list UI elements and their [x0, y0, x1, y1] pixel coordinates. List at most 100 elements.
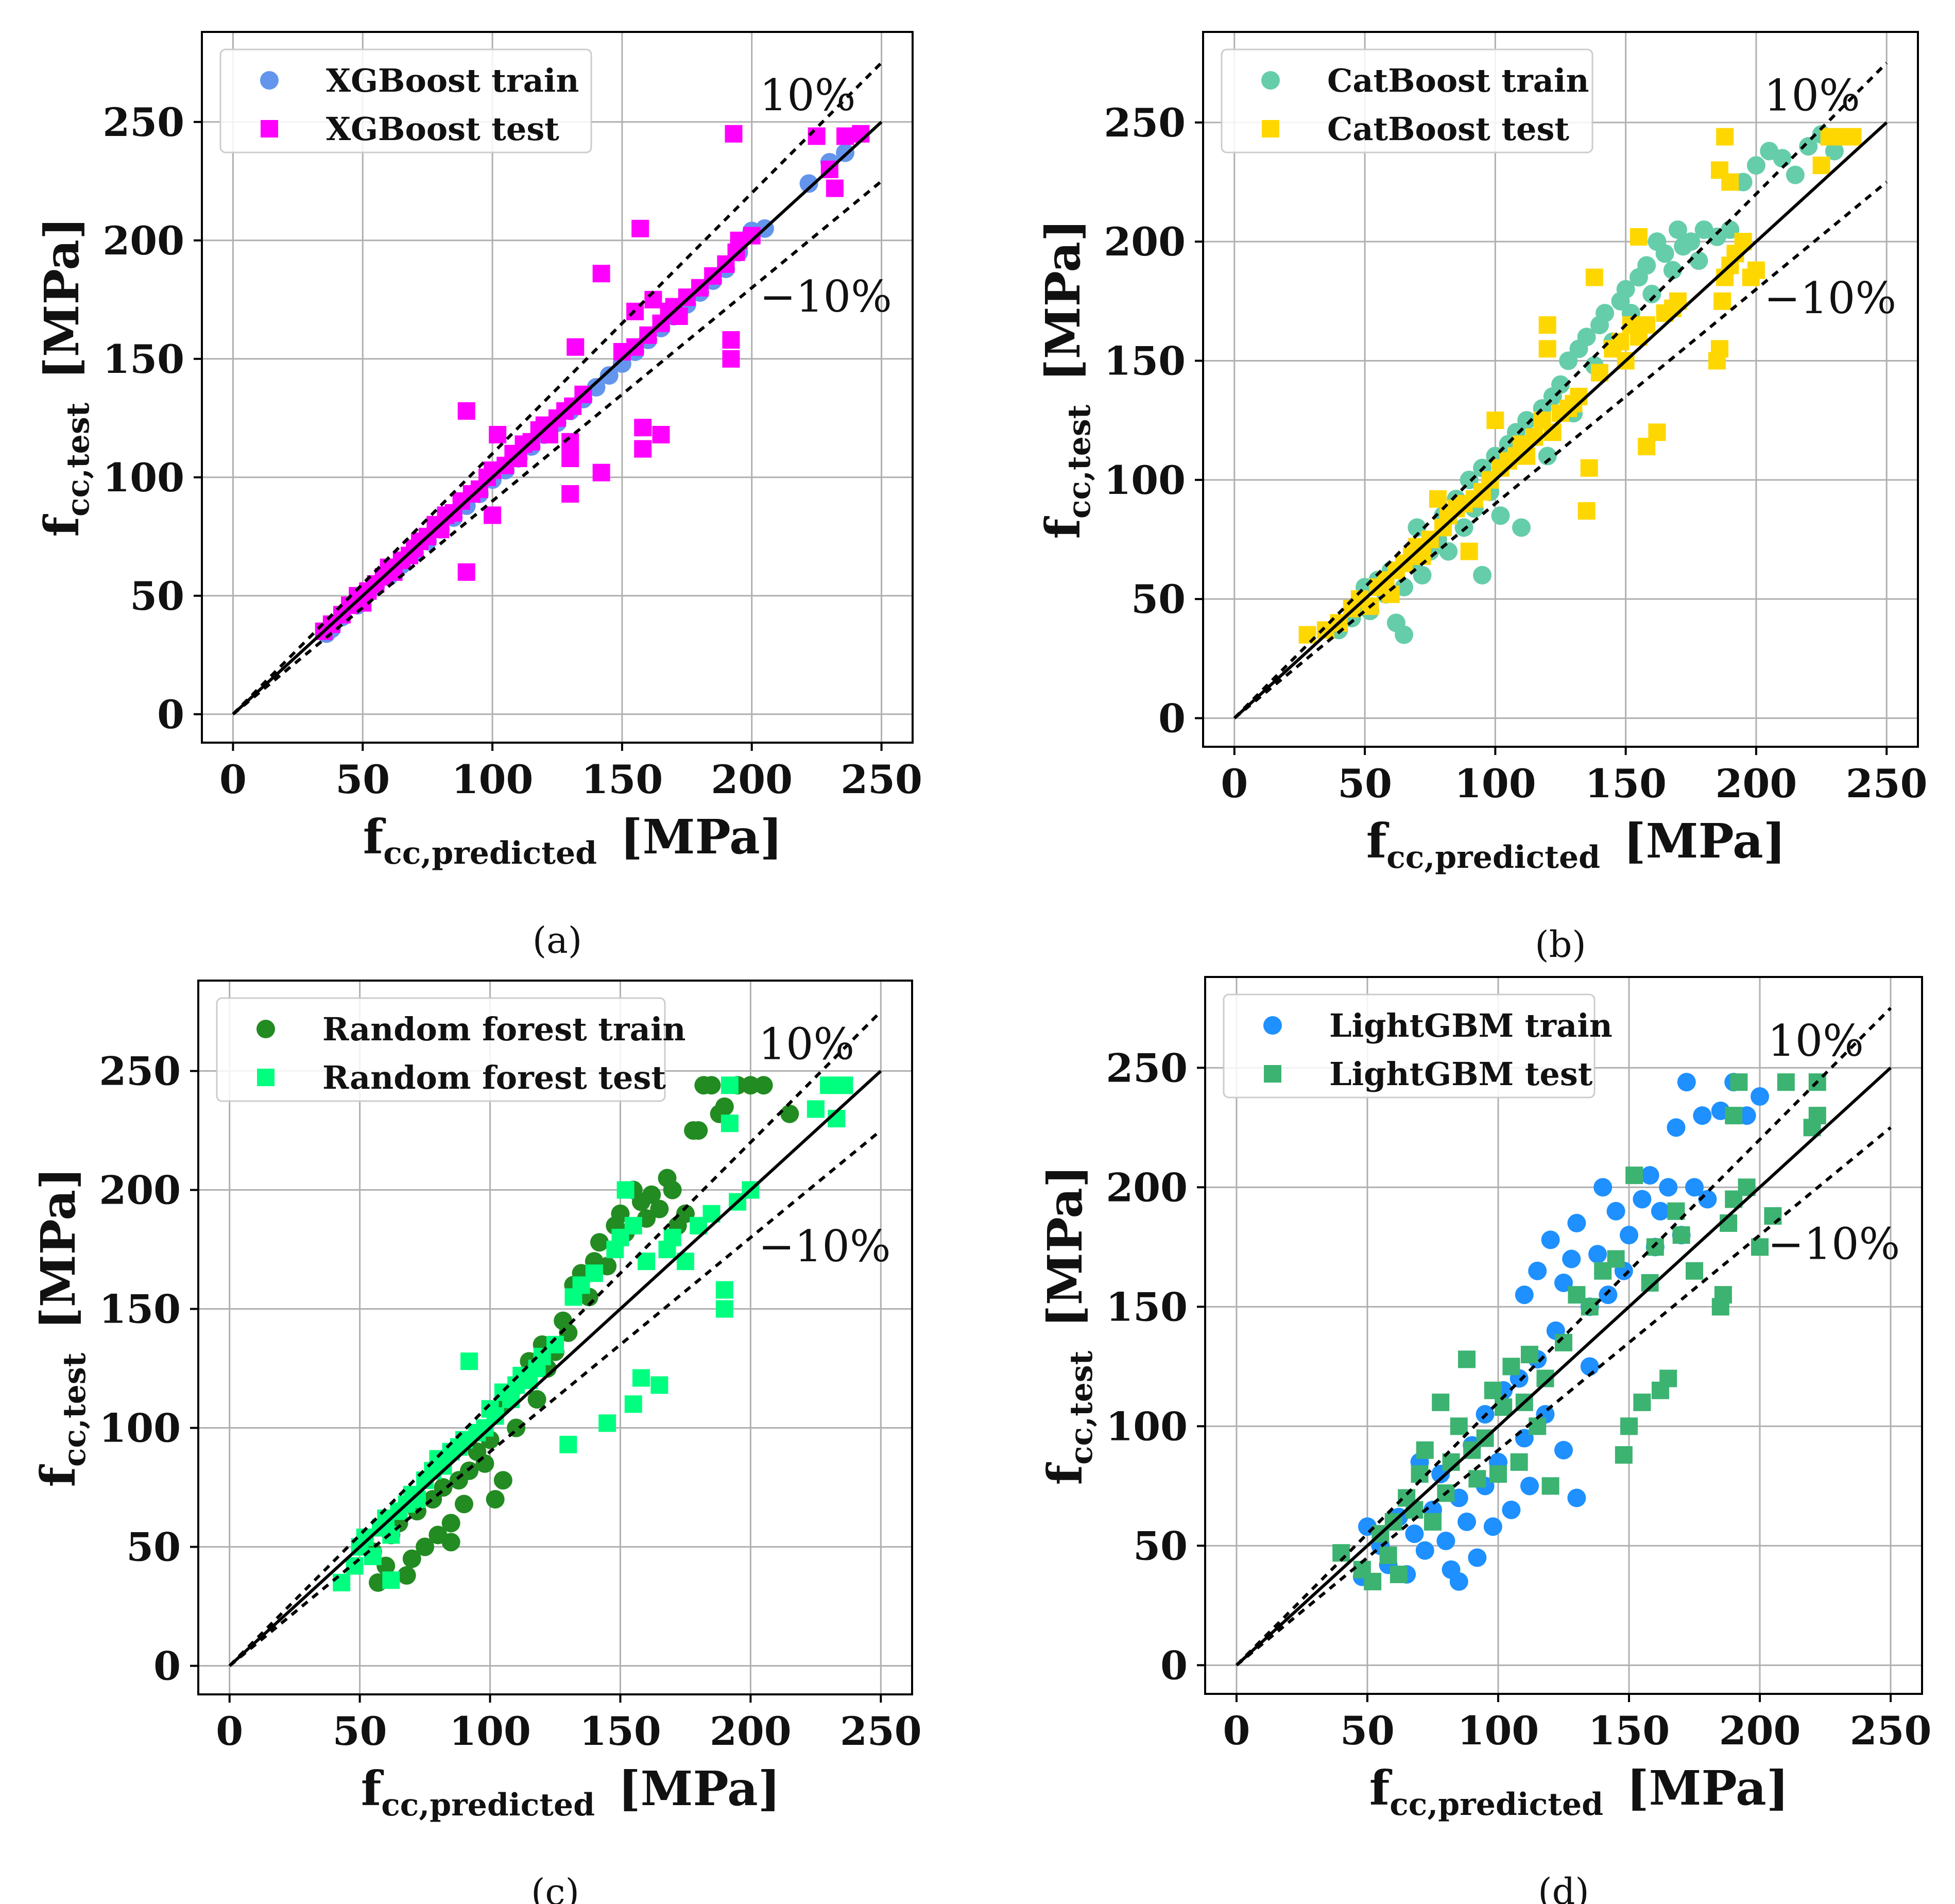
- y-axis-label: fcc,test [MPa]: [1037, 1165, 1100, 1485]
- scatter-point: [1468, 1548, 1487, 1567]
- scatter-square: [1716, 128, 1734, 146]
- scatter-square: [1713, 292, 1731, 310]
- lower-band-label: −10%: [1768, 1219, 1900, 1270]
- legend-marker-circle: [256, 1020, 275, 1038]
- x-axis-unit: [MPa]: [1626, 1760, 1789, 1816]
- scatter-square: [592, 464, 610, 482]
- scatter-point: [1562, 1249, 1581, 1268]
- y-axis-symbol: f: [30, 1464, 86, 1487]
- scatter-square: [561, 450, 579, 467]
- scatter-square: [457, 563, 475, 581]
- x-tick-label: 150: [579, 1708, 661, 1754]
- legend-entry-label: LightGBM test: [1329, 1055, 1593, 1093]
- y-axis-subscript: cc,test: [1061, 404, 1097, 519]
- legend-box: [219, 48, 592, 153]
- scatter-point: [1580, 1357, 1599, 1376]
- scatter-square: [721, 1114, 739, 1133]
- legend-marker-square: [1262, 120, 1279, 138]
- scatter-point: [1659, 1178, 1678, 1197]
- legend-entry-label: Random forest test: [322, 1059, 666, 1096]
- scatter-square: [1510, 1453, 1528, 1471]
- scatter-square: [1489, 1465, 1507, 1483]
- y-tick-label: 250: [1106, 1045, 1188, 1091]
- scatter-square: [1844, 128, 1862, 146]
- data-layer: [1235, 1007, 1892, 1667]
- scatter-square: [722, 331, 740, 349]
- scatter-square: [624, 1395, 642, 1413]
- x-tick-label: 0: [219, 757, 247, 802]
- scatter-square: [836, 127, 854, 145]
- scatter-point: [1449, 1572, 1468, 1591]
- x-tick-label: 100: [1457, 1708, 1539, 1754]
- scatter-point: [527, 1390, 546, 1409]
- y-axis-label: fcc,test [MPa]: [30, 1167, 93, 1487]
- x-tick-label: 150: [1588, 1708, 1670, 1754]
- scatter-square: [1468, 1470, 1486, 1488]
- scatter-square: [1648, 423, 1666, 441]
- scatter-square: [1458, 1350, 1476, 1368]
- scatter-square: [598, 1414, 616, 1432]
- x-axis-label: fcc,predicted [MPa]: [361, 1761, 781, 1823]
- scatter-point: [599, 366, 619, 385]
- scatter-point: [780, 1104, 799, 1123]
- y-axis-subscript: cc,test: [60, 402, 96, 517]
- scatter-point: [1596, 303, 1615, 322]
- scatter-square: [1538, 316, 1556, 334]
- x-axis-symbol: f: [363, 809, 386, 865]
- x-tick-label: 250: [841, 757, 922, 802]
- scatter-square: [652, 426, 670, 443]
- scatter-point: [1551, 375, 1570, 394]
- scatter-square: [1577, 502, 1596, 520]
- y-axis-unit: [MPa]: [34, 217, 90, 379]
- scatter-point: [1559, 351, 1578, 370]
- scatter-square: [1495, 1398, 1513, 1416]
- scatter-point: [1651, 1202, 1670, 1221]
- scatter-point: [1677, 1073, 1696, 1092]
- y-axis-symbol: f: [1035, 516, 1091, 539]
- y-tick-label: 50: [130, 573, 184, 619]
- scatter-square: [1633, 1393, 1651, 1411]
- x-tick-label: 50: [335, 757, 390, 802]
- scatter-square: [1450, 1417, 1468, 1435]
- legend-marker-circle: [260, 71, 279, 90]
- x-tick-label: 150: [581, 757, 663, 802]
- scatter-point: [1642, 284, 1661, 303]
- scatter-point: [493, 1471, 512, 1490]
- scatter-point: [741, 1076, 760, 1095]
- scatter-point: [715, 1097, 734, 1116]
- ideal-line: [228, 1070, 882, 1667]
- scatter-point: [1633, 1190, 1652, 1209]
- scatter-square: [1541, 1477, 1559, 1495]
- legend: XGBoost train XGBoost test: [219, 48, 592, 153]
- scatter-square: [1416, 1441, 1434, 1459]
- x-tick-label: 250: [1850, 1708, 1932, 1754]
- legend-entry-label: CatBoost test: [1327, 110, 1569, 148]
- chart-panel-b: 10%−10%0 50 100 150 200 250050100150200250fcc…: [1035, 31, 1928, 966]
- scatter-point: [1616, 280, 1635, 299]
- y-tick-label: 50: [1131, 576, 1186, 622]
- scatter-square: [1777, 1073, 1795, 1091]
- scatter-point: [1668, 220, 1687, 239]
- x-tick-label: 100: [449, 1708, 531, 1754]
- scatter-square: [1502, 1358, 1520, 1376]
- y-tick-label: 0: [157, 692, 184, 737]
- scatter-square: [489, 426, 507, 443]
- y-tick-label: 200: [99, 1168, 181, 1213]
- y-tick-label: 0: [1160, 1642, 1188, 1688]
- y-tick-label: 200: [102, 218, 184, 264]
- ideal-line: [1233, 121, 1888, 719]
- scatter-square: [1581, 1298, 1599, 1316]
- scatter-square: [1711, 340, 1729, 358]
- legend: LightGBM train LightGBM test: [1223, 993, 1613, 1099]
- scatter-point: [1473, 565, 1492, 585]
- scatter-square: [1432, 1393, 1450, 1411]
- scatter-point: [1773, 149, 1792, 168]
- legend-box: [216, 997, 666, 1102]
- scatter-point: [1786, 165, 1805, 184]
- scatter-point: [434, 1478, 453, 1497]
- scatter-square: [1714, 1286, 1732, 1304]
- y-tick-label: 150: [1104, 338, 1186, 384]
- x-tick-label: 200: [711, 757, 793, 802]
- y-axis-label: fcc,test [MPa]: [34, 217, 96, 537]
